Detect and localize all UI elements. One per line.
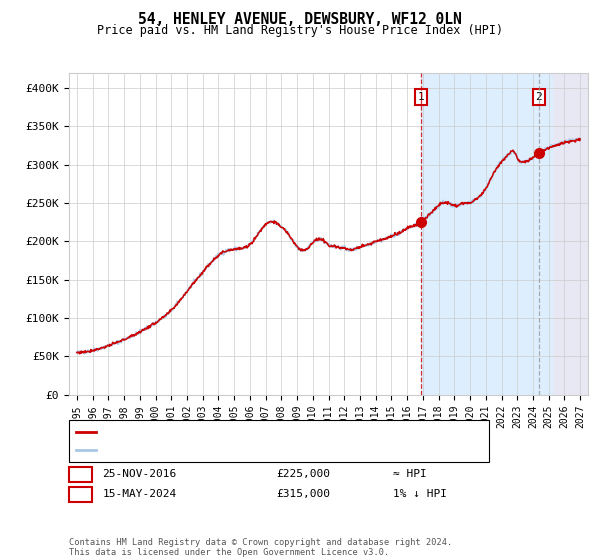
Bar	[553, 73, 588, 395]
Text: 25-NOV-2016: 25-NOV-2016	[103, 469, 177, 479]
Text: £225,000: £225,000	[276, 469, 330, 479]
Text: Price paid vs. HM Land Registry's House Price Index (HPI): Price paid vs. HM Land Registry's House …	[97, 24, 503, 38]
Text: 1: 1	[418, 92, 425, 102]
Text: 15-MAY-2024: 15-MAY-2024	[103, 489, 177, 500]
Text: 54, HENLEY AVENUE, DEWSBURY, WF12 0LN (detached house): 54, HENLEY AVENUE, DEWSBURY, WF12 0LN (d…	[101, 427, 425, 437]
Text: £315,000: £315,000	[276, 489, 330, 500]
Text: 2: 2	[77, 489, 84, 500]
Text: 2: 2	[535, 92, 542, 102]
Text: 1: 1	[77, 469, 84, 479]
Text: 1% ↓ HPI: 1% ↓ HPI	[393, 489, 447, 500]
Bar	[421, 73, 553, 395]
Text: 54, HENLEY AVENUE, DEWSBURY, WF12 0LN: 54, HENLEY AVENUE, DEWSBURY, WF12 0LN	[138, 12, 462, 27]
Text: Contains HM Land Registry data © Crown copyright and database right 2024.
This d: Contains HM Land Registry data © Crown c…	[69, 538, 452, 557]
Text: HPI: Average price, detached house, Kirklees: HPI: Average price, detached house, Kirk…	[101, 445, 365, 455]
Text: ≈ HPI: ≈ HPI	[393, 469, 427, 479]
